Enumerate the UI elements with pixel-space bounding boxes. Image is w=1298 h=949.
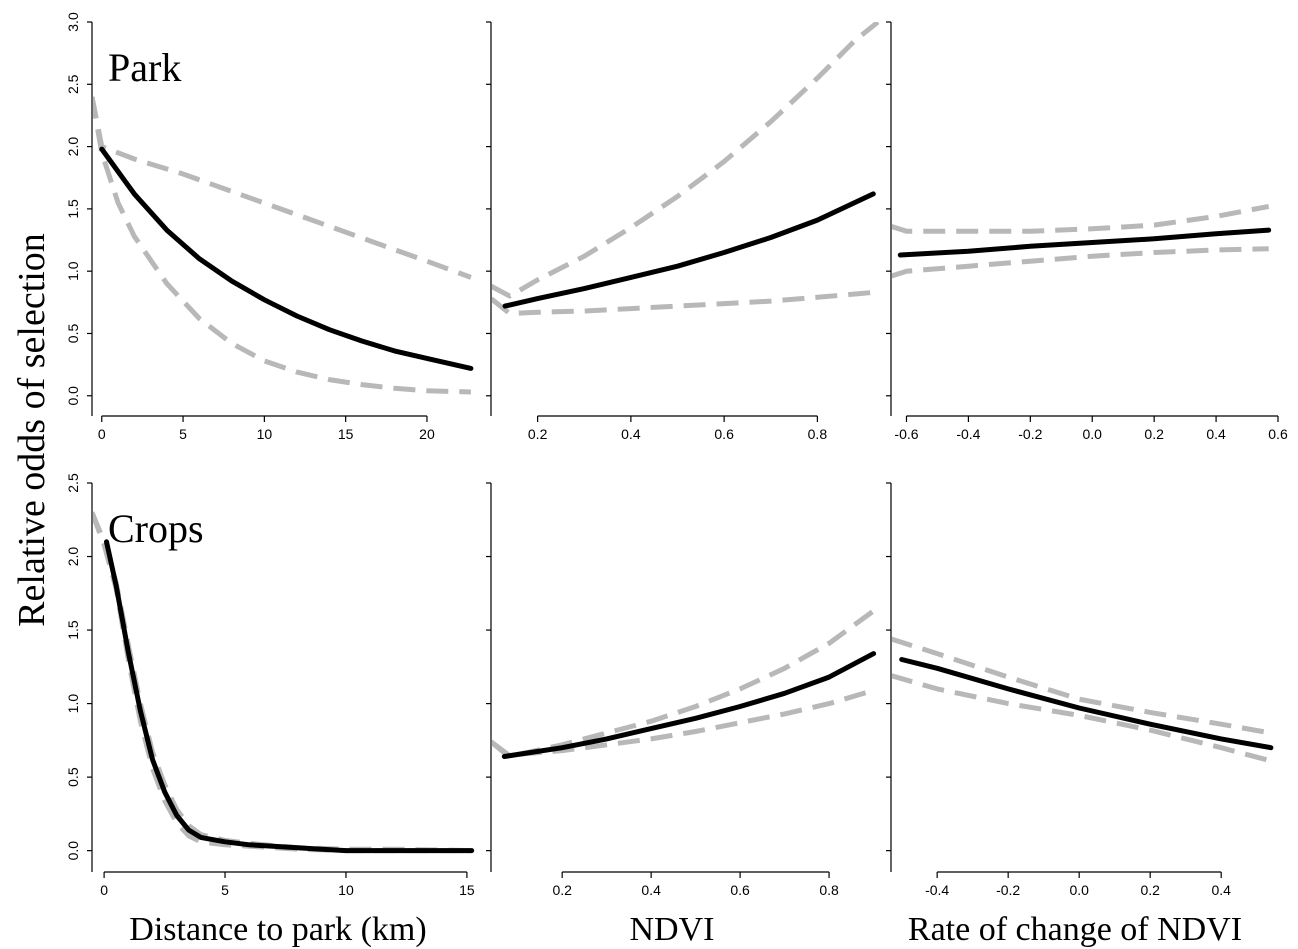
series-line-upper xyxy=(93,511,472,854)
x-axis-title-ndvi-rate: Rate of change of NDVI xyxy=(908,911,1242,948)
x-tick-label: -0.2 xyxy=(1018,426,1042,442)
y-tick-label: 2.0 xyxy=(65,137,81,157)
x-tick-label: 0.8 xyxy=(808,426,828,442)
y-tick-label: 1.0 xyxy=(65,261,81,281)
series-line-estimate xyxy=(99,146,474,371)
x-tick-label: 0.4 xyxy=(1206,426,1226,442)
x-tick-label: 20 xyxy=(419,426,435,442)
x-tick-label: 0.4 xyxy=(1211,882,1231,898)
y-tick-label: 1.5 xyxy=(65,620,81,640)
panel-r0c1: 0.2 0.4 0.6 0.8 xyxy=(486,21,879,442)
series-line-lower xyxy=(892,246,1269,279)
series-line-estimate xyxy=(899,657,1274,751)
x-tick-label: 0.0 xyxy=(1083,426,1103,442)
panel-r1c0: 0.0 0.5 1.0 1.5 2.0 2.5 0 5 10 15 Crops xyxy=(65,473,475,898)
x-tick-label: 15 xyxy=(459,882,475,898)
series-line-upper xyxy=(892,203,1270,234)
x-axis-title-ndvi: NDVI xyxy=(630,911,715,948)
y-tick-label: 2.5 xyxy=(65,473,81,493)
y-tick-label: 2.5 xyxy=(65,74,81,94)
y-tick-label: 3.0 xyxy=(65,12,81,32)
x-tick-label: 0.6 xyxy=(1268,426,1288,442)
x-tick-label: 10 xyxy=(338,882,354,898)
series-line-estimate xyxy=(104,539,475,854)
x-tick-label: 0.2 xyxy=(1140,882,1160,898)
series-line-lower xyxy=(93,96,471,395)
y-tick-label: 1.0 xyxy=(65,694,81,714)
x-tick-label: -0.4 xyxy=(925,882,949,898)
x-tick-label: 0.2 xyxy=(552,882,572,898)
series-line-upper xyxy=(93,96,472,280)
series-line-estimate xyxy=(502,191,876,309)
x-tick-label: 0 xyxy=(98,426,106,442)
series-line-lower xyxy=(892,673,1272,764)
x-tick-label: -0.6 xyxy=(894,426,918,442)
x-tick-label: 0 xyxy=(100,882,108,898)
x-tick-label: 0.2 xyxy=(528,426,548,442)
panel-r1c2: -0.4 -0.2 0.0 0.2 0.4 xyxy=(886,482,1274,898)
x-tick-label: -0.4 xyxy=(956,426,980,442)
y-tick-label: 0.5 xyxy=(65,324,81,344)
x-tick-label: 5 xyxy=(179,426,187,442)
x-tick-label: 0.0 xyxy=(1069,882,1089,898)
series-line-lower xyxy=(93,511,472,854)
x-tick-label: 0.4 xyxy=(621,426,641,442)
panel-label: Park xyxy=(108,45,181,90)
series-line-estimate xyxy=(501,651,877,759)
y-tick-label: 0.0 xyxy=(65,386,81,406)
x-tick-label: 0.6 xyxy=(730,882,750,898)
series-line-estimate xyxy=(897,227,1272,258)
y-tick-label: 2.0 xyxy=(65,547,81,567)
panel-r0c2: -0.6 -0.4 -0.2 0.0 0.2 0.4 0.6 xyxy=(886,21,1288,442)
x-tick-label: 15 xyxy=(338,426,354,442)
panel-r1c1: 0.2 0.4 0.6 0.8 xyxy=(486,482,877,898)
x-tick-label: 0.6 xyxy=(714,426,734,442)
y-tick-label: 0.0 xyxy=(65,841,81,861)
x-tick-label: 0.2 xyxy=(1144,426,1164,442)
panel-label: Crops xyxy=(108,506,204,551)
y-axis-title: Relative odds of selection xyxy=(11,233,53,627)
y-tick-label: 1.5 xyxy=(65,199,81,219)
series-line-upper xyxy=(892,636,1272,736)
x-tick-label: 10 xyxy=(257,426,273,442)
series-line-upper xyxy=(492,22,879,299)
x-tick-label: 0.8 xyxy=(819,882,839,898)
y-tick-label: 0.5 xyxy=(65,767,81,787)
series-line-lower xyxy=(492,289,874,316)
x-tick-label: -0.2 xyxy=(996,882,1020,898)
x-tick-label: 5 xyxy=(221,882,229,898)
x-axis-title-distance: Distance to park (km) xyxy=(129,911,426,948)
panel-r0c0: 0.0 0.5 1.0 1.5 2.0 2.5 3.0 0 5 10 15 20 Park xyxy=(65,12,474,442)
x-tick-label: 0.4 xyxy=(641,882,661,898)
